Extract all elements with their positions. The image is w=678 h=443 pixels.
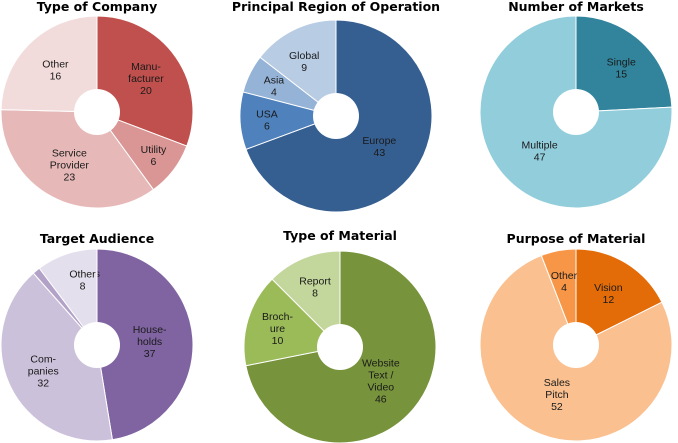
slice-label: Service Provider 23 xyxy=(50,148,90,184)
slice-label: Other 8 xyxy=(69,268,96,292)
slice-label: Manu-facturer 20 xyxy=(128,61,164,97)
slice-label: Vision 12 xyxy=(594,282,623,306)
slice-label: Com-panies 32 xyxy=(28,354,59,390)
chart-title: Purpose of Material xyxy=(507,231,646,246)
pie-slice-other xyxy=(38,248,98,347)
pie-slice-other xyxy=(0,15,98,113)
donut-hole xyxy=(553,89,599,135)
donut-hole xyxy=(74,322,120,368)
slice-label: Multiple 47 xyxy=(522,139,558,163)
chart-title: Number of Markets xyxy=(508,0,644,14)
pie-slice-brochure xyxy=(243,278,342,367)
slice-label: Asia 4 xyxy=(264,75,285,99)
pie-slice-households xyxy=(96,248,194,441)
donut-chart-1: Type of Company Manu-facturer 20 Utility 6 Se… xyxy=(0,0,194,209)
donut-chart-5: Type of Material Website Text / Video 46 Broc… xyxy=(243,228,437,443)
donut-chart-2: Principal Region of Operation Europe 43 USA… xyxy=(232,0,440,213)
donut-hole xyxy=(313,93,359,139)
slice-label: Other 4 xyxy=(551,270,578,294)
pie-slice-vision xyxy=(575,248,663,346)
donut-hole xyxy=(553,322,599,368)
pie-slice-single xyxy=(575,15,673,113)
slice-label: Report 8 xyxy=(299,276,331,300)
donut-chart-6: Purpose of Material Vision 12 Sales Pitch 52 O… xyxy=(479,231,673,442)
pie-slice-companies xyxy=(0,272,113,442)
pie-slice-manufacturer xyxy=(96,15,194,147)
slice-label: Sales Pitch 52 xyxy=(544,377,570,413)
chart-title: Type of Material xyxy=(283,228,397,243)
slice-label: House-holds 37 xyxy=(133,324,167,360)
slice-label: Global 9 xyxy=(289,50,319,74)
pie-slice-report xyxy=(271,250,341,349)
chart-title: Principal Region of Operation xyxy=(232,0,440,14)
slice-label: Other 16 xyxy=(42,58,69,82)
pie-slice-global xyxy=(259,19,337,118)
slice-label: USA 6 xyxy=(256,109,278,133)
chart-title: Target Audience xyxy=(40,231,154,246)
slice-label: Broch-ure 10 xyxy=(262,311,293,347)
pie-slice-service-provider xyxy=(0,109,155,209)
donut-chart-4: Target Audience House-holds 37 Com-panies 32… xyxy=(0,231,194,442)
slice-label: Website Text / Video 46 xyxy=(362,357,400,405)
chart-title: Type of Company xyxy=(37,0,158,14)
slice-label: Europe 43 xyxy=(362,135,396,159)
donut-chart-3: Number of Markets Single 15 Multiple 47 xyxy=(479,0,673,209)
slice-label: Single 15 xyxy=(607,57,636,81)
slice-label: Utility 6 xyxy=(141,144,167,168)
pie-slice-other xyxy=(540,248,577,346)
donut-hole xyxy=(317,324,363,370)
donut-hole xyxy=(74,89,120,135)
